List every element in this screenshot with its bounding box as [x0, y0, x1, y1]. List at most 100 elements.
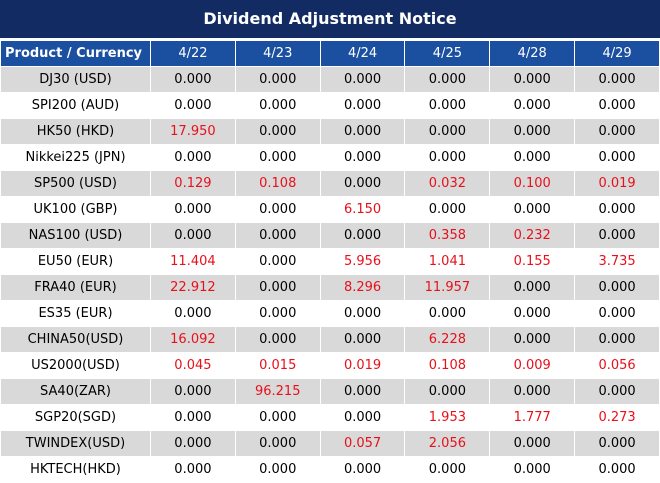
value-cell: 0.000: [234, 300, 321, 327]
value-cell: 0.000: [234, 118, 321, 145]
value-cell: 0.000: [574, 144, 660, 171]
table-row: TWINDEX(USD) 0.000 0.000 0.057 2.056 0.000 0.0…: [0, 430, 660, 457]
value-cell: 0.000: [404, 144, 491, 171]
value-cell: 0.000: [150, 378, 236, 405]
column-header-date: 4/29: [574, 40, 660, 67]
value-cell: 0.108: [234, 170, 321, 197]
product-cell: TWINDEX(USD): [0, 430, 151, 457]
value-cell: 1.777: [489, 404, 576, 431]
table-row: CHINA50(USD) 16.092 0.000 0.000 6.228 0.000 0.…: [0, 326, 660, 353]
product-cell: SP500 (USD): [0, 170, 151, 197]
value-cell: 0.000: [234, 248, 321, 275]
value-cell: 0.108: [404, 352, 491, 379]
value-cell: 0.000: [319, 456, 406, 483]
product-cell: DJ30 (USD): [0, 66, 151, 93]
product-cell: HKTECH(HKD): [0, 456, 151, 483]
value-cell: 0.000: [574, 378, 660, 405]
column-header-date: 4/22: [150, 40, 236, 67]
header-row: Product / Currency 4/22 4/23 4/24 4/25 4/28 4/…: [0, 40, 660, 67]
value-cell: 2.056: [404, 430, 491, 457]
value-cell: 0.000: [574, 430, 660, 457]
value-cell: 0.032: [404, 170, 491, 197]
value-cell: 0.000: [234, 66, 321, 93]
value-cell: 0.057: [319, 430, 406, 457]
value-cell: 11.404: [150, 248, 236, 275]
value-cell: 3.735: [574, 248, 660, 275]
value-cell: 0.009: [489, 352, 576, 379]
column-header-date: 4/25: [404, 40, 491, 67]
value-cell: 0.155: [489, 248, 576, 275]
notice-title: Dividend Adjustment Notice: [0, 0, 660, 40]
value-cell: 0.000: [574, 118, 660, 145]
value-cell: 0.000: [574, 456, 660, 483]
product-cell: SGP20(SGD): [0, 404, 151, 431]
table-row: US2000(USD) 0.045 0.015 0.019 0.108 0.009 0.05…: [0, 352, 660, 379]
table-row: NAS100 (USD) 0.000 0.000 0.000 0.358 0.232 0.0…: [0, 222, 660, 249]
value-cell: 0.000: [234, 326, 321, 353]
table-row: DJ30 (USD) 0.000 0.000 0.000 0.000 0.000 0.000: [0, 66, 660, 93]
table-body: DJ30 (USD) 0.000 0.000 0.000 0.000 0.000 0.000…: [0, 66, 660, 483]
value-cell: 0.000: [489, 66, 576, 93]
value-cell: 0.019: [574, 170, 660, 197]
value-cell: 0.000: [489, 430, 576, 457]
column-header-date: 4/23: [234, 40, 321, 67]
value-cell: 0.000: [234, 404, 321, 431]
value-cell: 0.000: [574, 222, 660, 249]
value-cell: 96.215: [234, 378, 321, 405]
value-cell: 0.000: [319, 326, 406, 353]
value-cell: 0.000: [489, 118, 576, 145]
dividend-table: Product / Currency 4/22 4/23 4/24 4/25 4/28 4/…: [0, 40, 660, 483]
value-cell: 0.000: [150, 144, 236, 171]
value-cell: 0.000: [234, 430, 321, 457]
value-cell: 0.000: [319, 300, 406, 327]
value-cell: 0.000: [319, 144, 406, 171]
table-row: SPI200 (AUD) 0.000 0.000 0.000 0.000 0.000 0.0…: [0, 92, 660, 119]
value-cell: 1.041: [404, 248, 491, 275]
value-cell: 0.000: [574, 326, 660, 353]
value-cell: 0.000: [319, 118, 406, 145]
value-cell: 0.000: [404, 300, 491, 327]
value-cell: 0.000: [404, 456, 491, 483]
value-cell: 0.000: [234, 274, 321, 301]
value-cell: 0.000: [404, 196, 491, 223]
value-cell: 0.000: [234, 144, 321, 171]
value-cell: 0.000: [319, 378, 406, 405]
value-cell: 0.000: [574, 274, 660, 301]
product-cell: HK50 (HKD): [0, 118, 151, 145]
value-cell: 0.000: [234, 196, 321, 223]
product-cell: EU50 (EUR): [0, 248, 151, 275]
product-cell: SA40(ZAR): [0, 378, 151, 405]
value-cell: 0.273: [574, 404, 660, 431]
value-cell: 0.000: [489, 196, 576, 223]
column-header-date: 4/28: [489, 40, 576, 67]
value-cell: 0.000: [150, 404, 236, 431]
product-cell: NAS100 (USD): [0, 222, 151, 249]
table-row: SA40(ZAR) 0.000 96.215 0.000 0.000 0.000 0.000: [0, 378, 660, 405]
value-cell: 0.000: [150, 66, 236, 93]
value-cell: 5.956: [319, 248, 406, 275]
product-cell: ES35 (EUR): [0, 300, 151, 327]
value-cell: 11.957: [404, 274, 491, 301]
value-cell: 0.000: [574, 66, 660, 93]
value-cell: 0.000: [574, 196, 660, 223]
value-cell: 0.000: [489, 92, 576, 119]
value-cell: 0.000: [150, 222, 236, 249]
value-cell: 0.000: [489, 326, 576, 353]
table-row: ES35 (EUR) 0.000 0.000 0.000 0.000 0.000 0.000: [0, 300, 660, 327]
table-row: EU50 (EUR) 11.404 0.000 5.956 1.041 0.155 3.73…: [0, 248, 660, 275]
value-cell: 0.000: [234, 456, 321, 483]
table-row: FRA40 (EUR) 22.912 0.000 8.296 11.957 0.000 0.…: [0, 274, 660, 301]
product-cell: FRA40 (EUR): [0, 274, 151, 301]
product-cell: CHINA50(USD): [0, 326, 151, 353]
value-cell: 0.000: [489, 456, 576, 483]
value-cell: 0.000: [489, 300, 576, 327]
table-row: Nikkei225 (JPN) 0.000 0.000 0.000 0.000 0.000…: [0, 144, 660, 171]
value-cell: 0.000: [404, 378, 491, 405]
table-row: SP500 (USD) 0.129 0.108 0.000 0.032 0.100 0.01…: [0, 170, 660, 197]
value-cell: 0.000: [150, 92, 236, 119]
value-cell: 6.150: [319, 196, 406, 223]
product-cell: SPI200 (AUD): [0, 92, 151, 119]
value-cell: 0.000: [150, 456, 236, 483]
table-row: SGP20(SGD) 0.000 0.000 0.000 1.953 1.777 0.273: [0, 404, 660, 431]
